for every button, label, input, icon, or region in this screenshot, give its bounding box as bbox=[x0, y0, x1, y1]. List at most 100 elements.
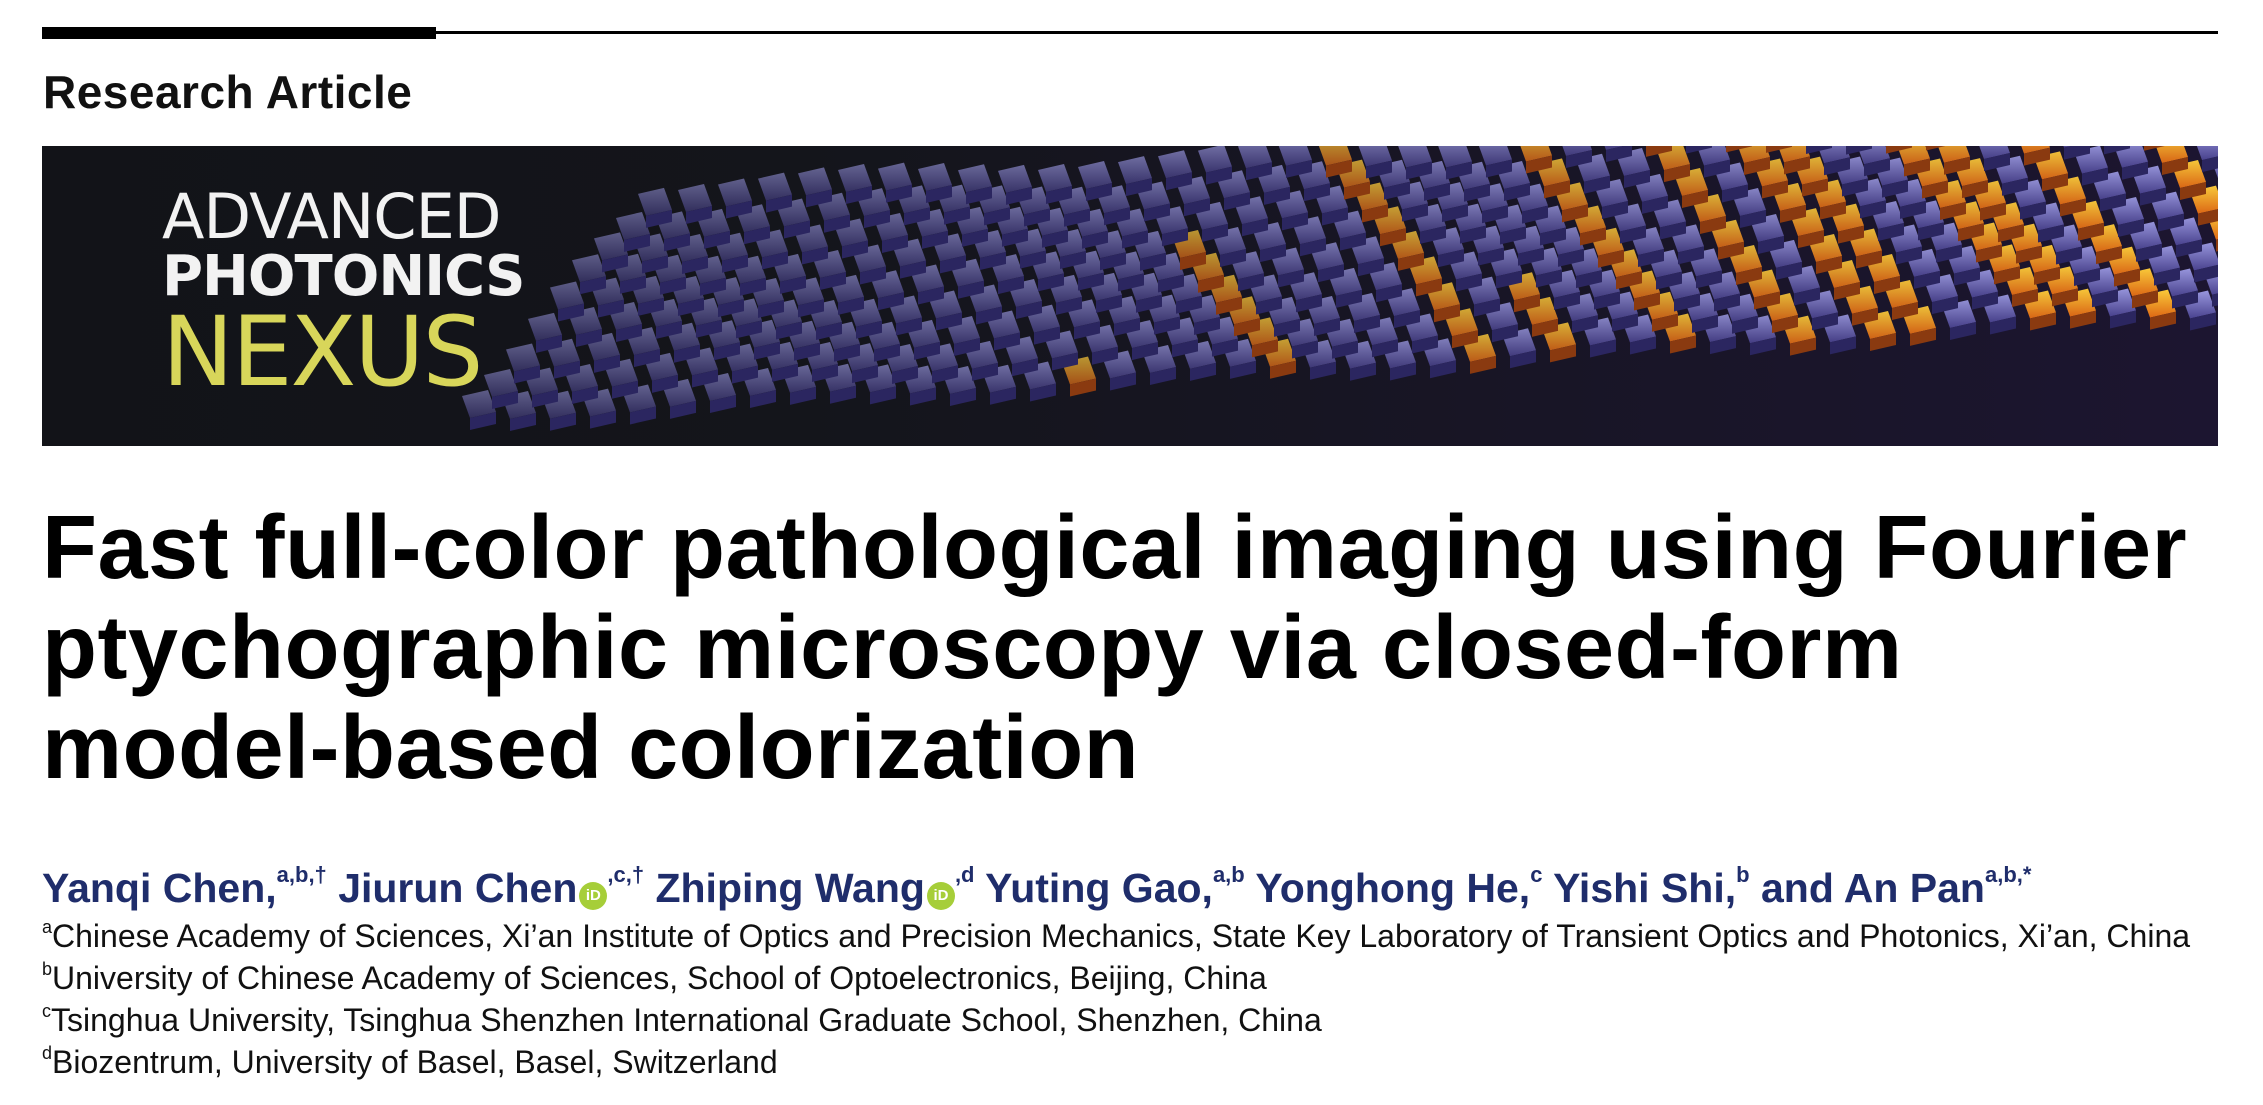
banner-block-shadow bbox=[1020, 250, 1046, 269]
author-name[interactable]: and An Pan bbox=[1749, 865, 1985, 911]
banner-block-shadow bbox=[1504, 183, 1530, 202]
banner-block-shadow bbox=[2198, 209, 2218, 226]
banner-block-shadow bbox=[1132, 342, 1158, 361]
orcid-icon[interactable]: iD bbox=[926, 882, 955, 910]
banner-block-shadow bbox=[2074, 267, 2100, 286]
banner-block bbox=[1038, 163, 1072, 192]
banner-block-shadow bbox=[980, 252, 1006, 271]
banner-block-shadow bbox=[736, 320, 762, 339]
banner-block-shadow bbox=[1270, 360, 1296, 379]
banner-block-shadow bbox=[1038, 273, 1064, 292]
banner-block-shadow bbox=[1780, 204, 1806, 223]
author-name[interactable]: Yonghong He, bbox=[1244, 865, 1531, 911]
banner-block-shadow bbox=[1012, 358, 1038, 377]
banner-block-shadow bbox=[972, 362, 998, 381]
banner-block-shadow bbox=[580, 276, 606, 295]
banner-block-shadow bbox=[1558, 248, 1584, 267]
author-name[interactable]: Jiurun Chen bbox=[326, 865, 578, 911]
banner-block-shadow bbox=[1652, 313, 1678, 332]
banner-block-shadow bbox=[602, 254, 628, 273]
banner-block bbox=[2021, 146, 2050, 154]
journal-logo: ADVANCED PHOTONICS NEXUS bbox=[162, 186, 525, 401]
banner-block-shadow bbox=[2060, 198, 2086, 217]
banner-block-shadow bbox=[1282, 212, 1308, 231]
banner-block-shadow bbox=[1750, 337, 1776, 356]
banner-block-shadow bbox=[670, 400, 696, 419]
banner-block-shadow bbox=[1114, 318, 1140, 337]
banner-block-shadow bbox=[1892, 301, 1918, 320]
banner-block-shadow bbox=[1900, 200, 1926, 219]
banner-block-shadow bbox=[1064, 208, 1090, 227]
banner-block-shadow bbox=[1372, 339, 1398, 358]
banner-block-shadow bbox=[1962, 180, 1988, 199]
banner-block-shadow bbox=[1754, 291, 1780, 310]
banner-block-shadow bbox=[1842, 178, 1868, 197]
banner-block-shadow bbox=[1954, 267, 1980, 286]
banner-block-shadow bbox=[1442, 204, 1468, 223]
banner-block-shadow bbox=[1710, 336, 1736, 355]
affiliation-d: dBiozentrum, University of Basel, Basel,… bbox=[42, 1044, 778, 1081]
banner-block-shadow bbox=[1732, 315, 1758, 334]
banner-block-shadow bbox=[1206, 166, 1232, 185]
banner-block-shadow bbox=[1402, 203, 1428, 222]
banner-block-shadow bbox=[1278, 269, 1304, 288]
banner-block-shadow bbox=[990, 386, 1016, 405]
banner-block-shadow bbox=[1086, 182, 1112, 201]
banner-block-shadow bbox=[1634, 292, 1660, 311]
author-name[interactable]: Zhiping Wang bbox=[644, 865, 925, 911]
banner-block-shadow bbox=[1846, 146, 1872, 155]
banner-block-shadow bbox=[1092, 346, 1118, 365]
banner-block-shadow bbox=[2056, 246, 2082, 265]
banner-block-shadow bbox=[1886, 146, 1912, 154]
banner-block-shadow bbox=[558, 303, 584, 322]
banner-block-shadow bbox=[1998, 224, 2024, 243]
banner-block-shadow bbox=[772, 363, 798, 382]
banner-block-shadow bbox=[1990, 316, 2016, 335]
banner-block-shadow bbox=[1590, 339, 1616, 358]
banner-block-shadow bbox=[710, 394, 736, 413]
banner-block-shadow bbox=[1514, 294, 1540, 313]
banner-block bbox=[1398, 146, 1432, 168]
banner-block-shadow bbox=[1940, 201, 1966, 220]
banner-block-shadow bbox=[2064, 146, 2090, 160]
article-type-label: Research Article bbox=[43, 66, 413, 118]
banner-block-shadow bbox=[1722, 184, 1748, 203]
banner-block bbox=[1979, 146, 2010, 160]
author-name[interactable]: Yishi Shi, bbox=[1542, 865, 1737, 911]
author-name[interactable]: Yanqi Chen, bbox=[42, 865, 277, 911]
banner-block-shadow bbox=[1682, 189, 1708, 208]
banner-block bbox=[1358, 146, 1392, 167]
orcid-icon[interactable]: iD bbox=[579, 882, 608, 910]
banner-block-shadow bbox=[784, 220, 810, 239]
banner-block-shadow bbox=[1460, 225, 1486, 244]
banner-block-shadow bbox=[994, 332, 1020, 351]
banner-block-shadow bbox=[1264, 186, 1290, 205]
banner-block-shadow bbox=[892, 365, 918, 384]
banner-block-shadow bbox=[2030, 312, 2056, 331]
banner-block-shadow bbox=[882, 235, 908, 254]
banner-block-shadow bbox=[776, 321, 802, 340]
banner-block-shadow bbox=[1606, 146, 1632, 163]
banner-block-shadow bbox=[1922, 180, 1948, 199]
banner-block-shadow bbox=[762, 251, 788, 270]
banner-block bbox=[2196, 146, 2218, 161]
banner-block-shadow bbox=[1562, 204, 1588, 223]
banner-block-shadow bbox=[2122, 161, 2148, 180]
author-name[interactable]: Yuting Gao, bbox=[974, 865, 1213, 911]
banner-block-shadow bbox=[1718, 241, 1744, 260]
banner-block-shadow bbox=[1646, 146, 1672, 157]
banner-block bbox=[918, 163, 952, 192]
banner-block bbox=[1318, 146, 1352, 166]
banner-block-shadow bbox=[740, 277, 766, 296]
banner-block-shadow bbox=[1904, 158, 1930, 177]
banner-block bbox=[462, 390, 496, 418]
banner-block-shadow bbox=[870, 386, 896, 405]
banner-block-shadow bbox=[1292, 340, 1318, 359]
banner-block-shadow bbox=[646, 209, 672, 228]
banner-block-shadow bbox=[1162, 228, 1188, 247]
banner-block-shadow bbox=[1002, 228, 1028, 247]
banner-block-shadow bbox=[2136, 243, 2162, 262]
banner-block-shadow bbox=[1602, 201, 1628, 220]
banner-block-shadow bbox=[926, 185, 952, 204]
banner-block-shadow bbox=[572, 386, 598, 405]
